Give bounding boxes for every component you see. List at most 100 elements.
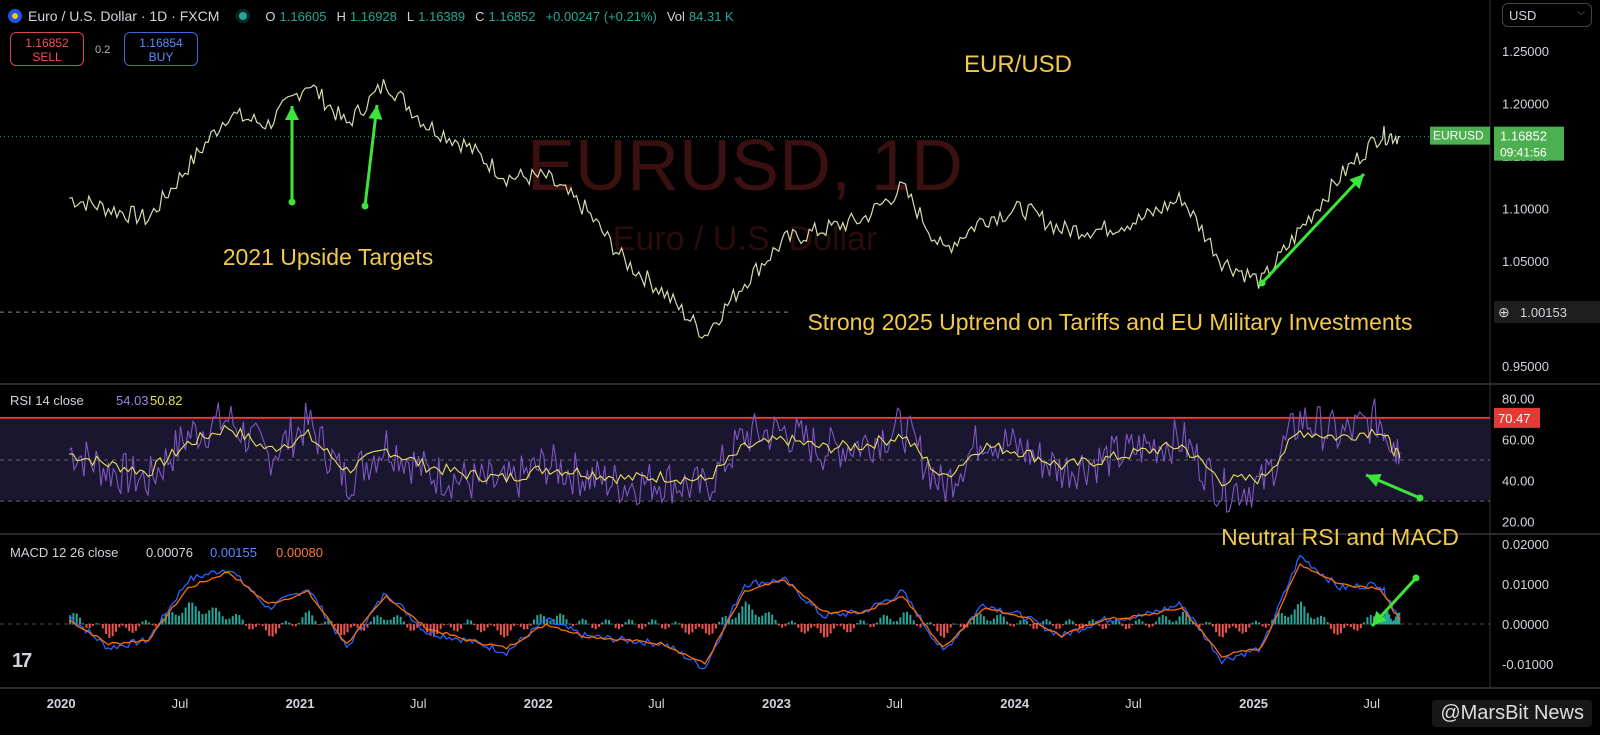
macd-histogram-bar	[1188, 615, 1191, 625]
macd-histogram-bar	[453, 624, 456, 631]
macd-histogram-bar	[134, 624, 137, 632]
macd-histogram-bar	[308, 610, 311, 625]
arrow-icon-head	[1349, 174, 1364, 190]
volume-value: 84.31 K	[688, 8, 734, 24]
macd-histogram-bar	[1215, 624, 1218, 633]
macd-histogram-bar	[684, 624, 687, 633]
macd-histogram-bar	[78, 617, 81, 625]
macd-tick-label: 0.00000	[1502, 617, 1549, 632]
macd-histogram-bar	[523, 624, 526, 630]
symbol-title[interactable]: Euro / U.S. Dollar · 1D · FXCM	[28, 8, 220, 24]
macd-histogram-bar	[781, 624, 784, 628]
macd-histogram-bar	[235, 614, 238, 625]
macd-histogram-bar	[121, 624, 124, 626]
macd-histogram-bar	[738, 612, 741, 625]
macd-histogram-bar	[379, 617, 382, 625]
macd-value: 0.00155	[210, 545, 257, 560]
rsi-value: 54.03	[116, 393, 149, 408]
macd-histogram-bar	[886, 615, 889, 625]
macd-series-line	[68, 554, 1401, 670]
macd-histogram-bar	[1121, 624, 1124, 626]
macd-histogram-bar	[832, 624, 835, 629]
macd-histogram-bar	[936, 624, 939, 632]
macd-histogram-bar	[611, 623, 614, 625]
macd-histogram-bar	[336, 624, 339, 632]
arrow-icon	[363, 104, 379, 207]
macd-histogram-bar	[1009, 624, 1012, 626]
time-tick-label: Jul	[1363, 696, 1380, 711]
macd-histogram-bar	[1228, 624, 1231, 629]
rsi-ma-series-line	[69, 424, 1401, 487]
macd-histogram-bar	[1363, 622, 1366, 625]
macd-histogram-bar	[794, 622, 797, 625]
arrow-icon	[1260, 172, 1366, 285]
macd-histogram-bar	[787, 622, 790, 625]
macd-histogram-bar	[764, 612, 767, 625]
macd-histogram-bar	[816, 624, 819, 629]
macd-histogram-bar	[1336, 624, 1339, 635]
macd-histogram-bar	[258, 624, 261, 625]
macd-histogram-bar	[718, 621, 721, 625]
time-tick-label: Jul	[1125, 696, 1142, 711]
macd-histogram-bar	[549, 620, 552, 625]
time-tick-label: Jul	[172, 696, 189, 711]
macd-histogram-bar	[754, 614, 757, 625]
macd-histogram-bar	[187, 602, 190, 625]
macd-histogram-bar	[1098, 624, 1101, 626]
macd-histogram-bar	[651, 619, 654, 625]
currency-dropdown[interactable]: USD	[1502, 3, 1592, 27]
macd-histogram-bar	[1165, 616, 1168, 625]
macd-histogram-bar	[1208, 622, 1211, 625]
macd-histogram-bar	[1168, 619, 1171, 625]
macd-histogram-bar	[694, 624, 697, 629]
macd-histogram-bar	[594, 624, 597, 630]
macd-histogram-bar	[604, 619, 607, 625]
buy-button[interactable]: 1.16854 BUY	[124, 32, 198, 66]
macd-histogram-bar	[1326, 621, 1329, 625]
macd-histogram-bar	[75, 613, 78, 625]
open-label: O	[265, 8, 276, 24]
macd-histogram-bar	[1201, 624, 1204, 625]
macd-histogram-bar	[181, 612, 184, 625]
macd-histogram-bar	[1396, 613, 1399, 625]
macd-histogram-bar	[396, 615, 399, 625]
macd-histogram-bar	[251, 624, 254, 630]
macd-histogram-bar	[1353, 624, 1356, 630]
macd-histogram-bar	[698, 624, 701, 628]
watermark-symbol: EURUSD, 1D	[527, 126, 963, 206]
macd-histogram-bar	[148, 622, 151, 625]
macd-histogram-bar	[366, 624, 369, 628]
macd-histogram-bar	[1052, 624, 1055, 626]
rsi-ma-value: 50.82	[150, 393, 183, 408]
macd-histogram-bar	[1032, 624, 1035, 629]
macd-histogram-bar	[1185, 611, 1188, 625]
macd-histogram-bar	[254, 624, 257, 627]
macd-histogram-bar	[1148, 624, 1151, 628]
eu-us-flag-icon	[8, 9, 22, 23]
macd-histogram-bar	[419, 624, 422, 626]
macd-histogram-bar	[138, 624, 141, 627]
time-tick-label: Jul	[410, 696, 427, 711]
macd-histogram-bar	[1218, 624, 1221, 637]
macd-histogram-bar	[1287, 616, 1290, 625]
macd-hist-value: 0.00076	[146, 545, 193, 560]
macd-histogram-bar	[426, 624, 429, 633]
macd-histogram-bar	[529, 624, 532, 626]
macd-histogram-bar	[151, 624, 154, 626]
macd-histogram-bar	[1104, 624, 1107, 629]
macd-histogram-bar	[1085, 624, 1088, 626]
macd-histogram-bar	[654, 620, 657, 625]
macd-histogram-bar	[376, 615, 379, 625]
watermark: @MarsBit News	[1432, 700, 1592, 727]
macd-histogram-bar	[761, 615, 764, 625]
macd-histogram-bar	[996, 615, 999, 625]
macd-histogram-bar	[389, 619, 392, 625]
macd-histogram-bar	[1221, 624, 1224, 638]
macd-histogram-bar	[144, 620, 147, 625]
time-tick-label: 2024	[1000, 696, 1030, 711]
macd-histogram-bar	[892, 621, 895, 625]
macd-histogram-bar	[741, 606, 744, 625]
sell-button[interactable]: 1.16852 SELL	[10, 32, 84, 66]
macd-histogram-bar	[1235, 624, 1238, 629]
